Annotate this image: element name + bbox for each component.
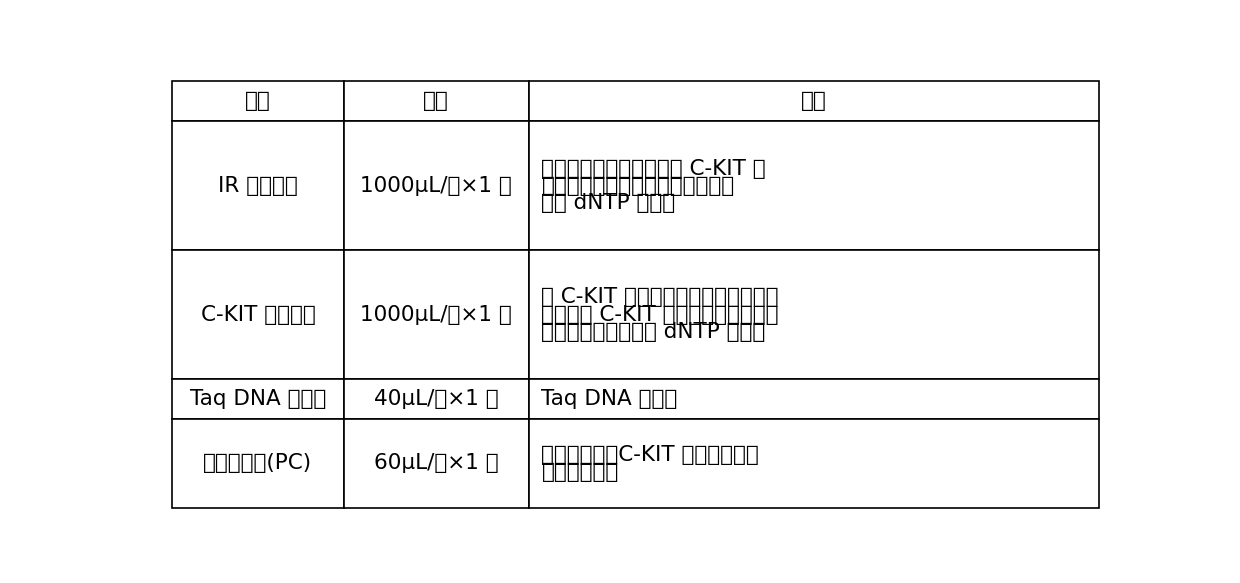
Bar <box>172 379 343 419</box>
Text: 因的管家基因）、特异性引物、探: 因的管家基因）、特异性引物、探 <box>542 176 734 196</box>
Bar <box>172 121 343 250</box>
Bar <box>343 250 529 379</box>
Bar <box>343 419 529 508</box>
Bar <box>172 250 343 379</box>
Bar <box>172 81 343 121</box>
Bar <box>343 379 529 419</box>
Text: 1000μL/管×1 管: 1000μL/管×1 管 <box>361 304 512 325</box>
Bar <box>529 419 1099 508</box>
Text: 含内参基因、C-KIT 基因突变型及: 含内参基因、C-KIT 基因突变型及 <box>542 445 759 465</box>
Text: 名称: 名称 <box>246 92 270 111</box>
Text: 成份: 成份 <box>801 92 827 111</box>
Bar <box>529 250 1099 379</box>
Bar <box>172 419 343 508</box>
Text: 含 C-KIT 基因突变型、内控基因（区: 含 C-KIT 基因突变型、内控基因（区 <box>542 287 779 307</box>
Text: 40μL/管×1 管: 40μL/管×1 管 <box>374 389 498 409</box>
Text: Taq DNA 聚合酶: Taq DNA 聚合酶 <box>542 389 678 409</box>
Text: 特异性引物、探针及 dNTP 的溶液: 特异性引物、探针及 dNTP 的溶液 <box>542 322 766 342</box>
Text: 含内参基因（区别于待检 C-KIT 基: 含内参基因（区别于待检 C-KIT 基 <box>542 159 766 179</box>
Text: C-KIT 检测试剂: C-KIT 检测试剂 <box>201 304 315 325</box>
Bar <box>529 379 1099 419</box>
Text: 1000μL/管×1 管: 1000μL/管×1 管 <box>361 176 512 196</box>
Text: 数量: 数量 <box>423 92 449 111</box>
Text: 别于待检 C-KIT 基因的管家基因）、: 别于待检 C-KIT 基因的管家基因）、 <box>542 304 779 325</box>
Text: IR 检测试剂: IR 检测试剂 <box>218 176 298 196</box>
Text: 60μL/管×1 管: 60μL/管×1 管 <box>374 454 498 473</box>
Text: Taq DNA 聚合酶: Taq DNA 聚合酶 <box>190 389 326 409</box>
Bar <box>343 121 529 250</box>
Text: 阳性质控品(PC): 阳性质控品(PC) <box>203 454 312 473</box>
Text: 内控基因片段: 内控基因片段 <box>542 462 619 482</box>
Bar <box>529 121 1099 250</box>
Bar <box>343 81 529 121</box>
Bar <box>529 81 1099 121</box>
Text: 针及 dNTP 的溶液: 针及 dNTP 的溶液 <box>542 193 676 213</box>
